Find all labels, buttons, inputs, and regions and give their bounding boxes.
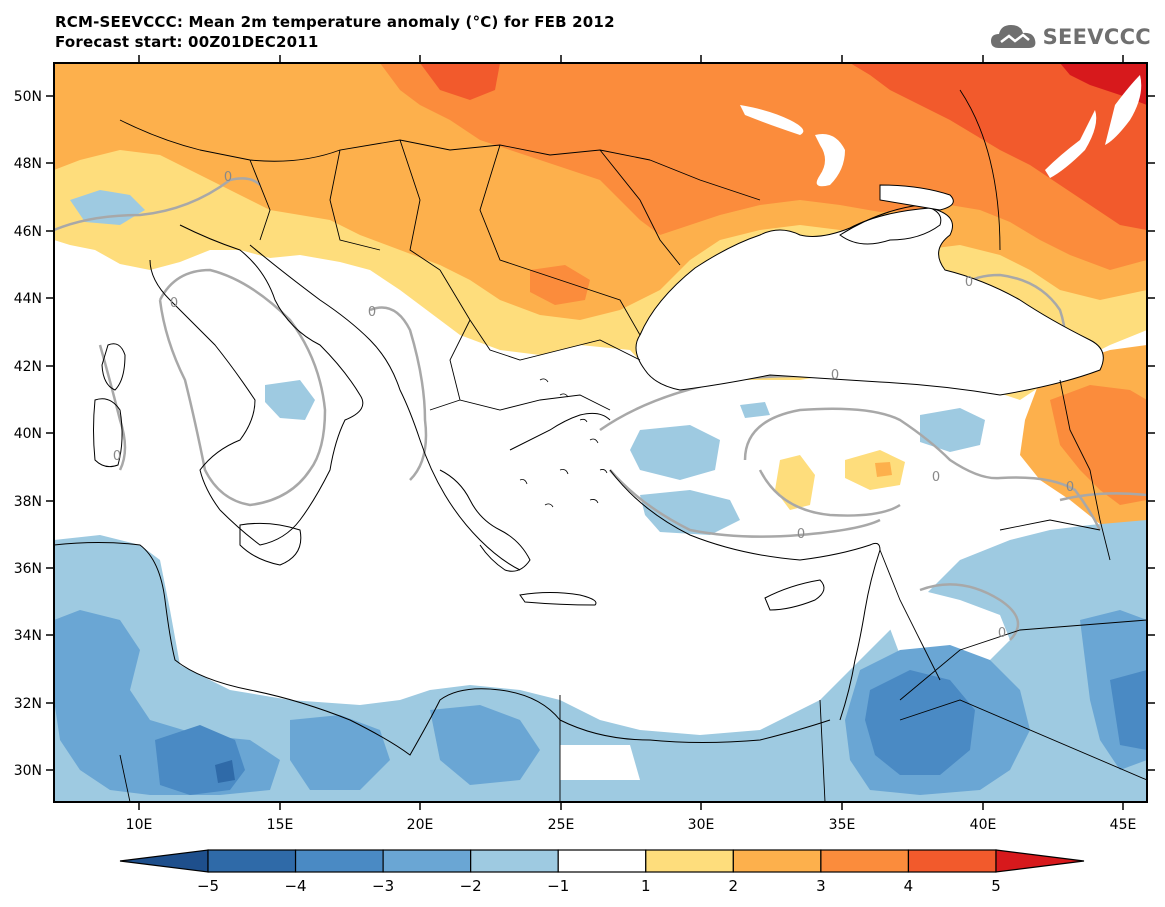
- contour-label: 0: [932, 470, 940, 485]
- sicily: [239, 522, 302, 566]
- crimea-outline: [839, 204, 942, 245]
- contour-label: 0: [998, 626, 1006, 641]
- lat-label: 46N: [14, 224, 42, 240]
- negative-anomaly-shading: [54, 190, 1147, 802]
- colorbar-bin: [732, 849, 822, 873]
- colorbar-label: −5: [197, 877, 219, 895]
- levant-coast: [839, 549, 881, 721]
- lon-label: 20E: [407, 817, 434, 833]
- colorbar-label: 3: [816, 877, 826, 895]
- colorbar-min-arrow: [119, 849, 209, 873]
- title-line-1: RCM-SEEVCCC: Mean 2m temperature anomaly…: [55, 13, 615, 31]
- crete: [519, 592, 597, 606]
- north-africa-coast: [54, 542, 831, 756]
- lon-label: 35E: [829, 817, 856, 833]
- colorbar: −5 −4 −3 −2 −1 1 2 3 4 5: [119, 849, 1085, 895]
- coastlines-and-borders: [54, 89, 1147, 802]
- cloud-icon: [990, 25, 1035, 48]
- lat-label: 48N: [14, 156, 42, 172]
- contour-label: 0: [965, 275, 973, 290]
- contour-label: 0: [368, 305, 376, 320]
- contour-labels: 0 0 0 0 0 0 0 0 0 0: [113, 170, 1074, 641]
- lon-label: 10E: [126, 817, 153, 833]
- colorbar-bin: [820, 849, 910, 873]
- lon-label: 15E: [267, 817, 294, 833]
- lat-label: 42N: [14, 359, 42, 375]
- lat-label: 30N: [14, 763, 42, 779]
- colorbar-label: −4: [284, 877, 306, 895]
- lat-label: 38N: [14, 494, 42, 510]
- lat-label: 44N: [14, 291, 42, 307]
- colorbar-label: 5: [991, 877, 1001, 895]
- lon-label: 30E: [688, 817, 715, 833]
- colorbar-bin: [470, 849, 559, 873]
- lon-label: 25E: [548, 817, 575, 833]
- italy-coast: [149, 224, 364, 546]
- lat-label: 50N: [14, 89, 42, 105]
- map-plot-area: 0 0 0 0 0 0 0 0 0 0: [54, 63, 1147, 802]
- colorbar-label: −3: [372, 877, 394, 895]
- contour-label: 0: [831, 368, 839, 383]
- greece-coast: [439, 412, 611, 572]
- black-sea-coast: [635, 207, 1104, 396]
- colorbar-label: −1: [547, 877, 569, 895]
- lon-label: 45E: [1110, 817, 1137, 833]
- lat-label: 40N: [14, 426, 42, 442]
- contour-label: 0: [170, 296, 178, 311]
- lat-label: 32N: [14, 696, 42, 712]
- sardinia: [93, 398, 123, 468]
- lat-label: 34N: [14, 628, 42, 644]
- lat-label: 36N: [14, 561, 42, 577]
- lakes-rivers: [740, 75, 1142, 187]
- seevccc-logo: SEEVCCC: [989, 22, 1151, 52]
- latitude-axis: 50N 48N 46N 44N 42N 40N 38N 36N 34N 32N …: [14, 89, 1155, 779]
- colorbar-bin: [207, 849, 297, 873]
- colorbar-bin: [382, 849, 472, 873]
- contour-label: 0: [797, 527, 805, 542]
- anatolia-south-coast: [609, 469, 881, 561]
- corsica: [101, 343, 126, 391]
- cyprus: [764, 579, 825, 611]
- country-borders: [119, 89, 1147, 802]
- contour-label: 0: [1066, 480, 1074, 495]
- colorbar-bin: [557, 849, 647, 873]
- colorbar-label: 1: [641, 877, 651, 895]
- contour-label: 0: [224, 170, 232, 185]
- colorbar-bin: [645, 849, 734, 873]
- colorbar-bin: [907, 849, 997, 873]
- colorbar-bin: [294, 849, 384, 873]
- island-dots: [519, 378, 608, 508]
- sea-of-azov: [879, 184, 954, 211]
- colorbar-max-arrow: [995, 849, 1085, 873]
- title-line-2: Forecast start: 00Z01DEC2011: [55, 33, 319, 51]
- adriatic-east-coast: [249, 244, 521, 571]
- logo-text: SEEVCCC: [1042, 25, 1151, 49]
- contour-label: 0: [113, 449, 121, 464]
- colorbar-label: −2: [460, 877, 482, 895]
- longitude-axis: 10E 15E 20E 25E 30E 35E 40E 45E: [126, 55, 1137, 833]
- lon-label: 40E: [970, 817, 997, 833]
- colorbar-label: 2: [729, 877, 739, 895]
- map-title: RCM-SEEVCCC: Mean 2m temperature anomaly…: [55, 12, 615, 52]
- zero-contours: [54, 177, 1147, 641]
- colorbar-label: 4: [904, 877, 914, 895]
